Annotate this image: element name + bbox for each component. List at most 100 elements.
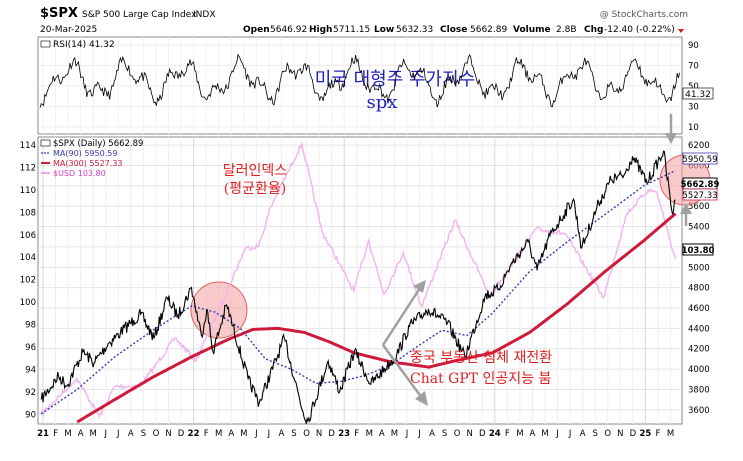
x-tick-label: J [568, 429, 572, 439]
x-tick-label: M [366, 429, 373, 439]
quote-date: 20-Mar-2025 [40, 25, 97, 35]
x-tick-label: A [429, 429, 435, 439]
x-tick-label: O [303, 429, 310, 439]
left-tick-label: 96 [25, 343, 36, 353]
x-tick-label: J [405, 429, 409, 439]
rsi-tick-label: 70 [688, 62, 699, 72]
x-tick-label: J [254, 429, 258, 439]
right-tick-label: 4400 [688, 324, 710, 334]
rsi-axis: 90 70 50 30 10 [688, 41, 699, 133]
dollar-index-note-2: (평균환율) [224, 181, 286, 197]
china-note: 중국 부동산 침체 재전환 [410, 350, 552, 366]
x-tick-label: F [505, 429, 510, 439]
legend-usd: $USD 103.80 [53, 169, 106, 178]
exchange: INDX [193, 10, 215, 20]
left-tick-label: 108 [20, 208, 36, 218]
rsi-line [39, 53, 680, 108]
x-tick-label: 21 [37, 429, 49, 439]
x-tick-label: O [454, 429, 461, 439]
left-tick-label: 106 [20, 231, 36, 241]
rsi-panel: 90 70 50 30 10 RSI(14) 41.32 41.32 미국 대형주 주가… [37, 36, 714, 135]
x-tick-label: 23 [338, 429, 350, 439]
right-tick-label: 4600 [688, 304, 710, 314]
arrow-bottom-head-icon [680, 203, 692, 214]
price-panel-frame [37, 136, 683, 425]
x-tick-label: F [656, 429, 661, 439]
low-value: 5632.33 [396, 25, 433, 35]
x-tick-label: A [530, 429, 536, 439]
x-tick-label: M [516, 429, 523, 439]
x-tick-label: F [354, 429, 359, 439]
badge-usd-text: 103.80 [682, 246, 715, 256]
x-tick-label: A [128, 429, 134, 439]
close-value: 5662.89 [470, 25, 507, 35]
x-tick-label: N [467, 429, 473, 439]
rsi-swatch [40, 40, 51, 48]
left-tick-label: 94 [25, 365, 36, 375]
x-tick-label: F [204, 429, 209, 439]
x-tick-label: J [267, 429, 271, 439]
x-tick-label: S [291, 429, 296, 439]
left-tick-label: 114 [20, 141, 36, 151]
badge-ma300 [682, 188, 718, 201]
right-tick-label: 4200 [688, 345, 710, 355]
source-credit: @ StockCharts.com [600, 10, 688, 20]
rsi-label: RSI(14) 41.32 [53, 40, 115, 50]
price-gridlines [38, 137, 682, 424]
x-tick-label: D [479, 429, 486, 439]
legend-swatch-spx [40, 139, 51, 147]
gray-arrows [381, 114, 692, 406]
open-value: 5646.92 [270, 25, 307, 35]
left-tick-label: 110 [20, 186, 36, 196]
right-tick-label: 5000 [688, 263, 710, 273]
x-tick-label: M [391, 429, 398, 439]
x-tick-label: N [617, 429, 623, 439]
x-tick-label: O [604, 429, 611, 439]
right-tick-label: 4800 [688, 284, 710, 294]
x-tick-label: A [379, 429, 385, 439]
rsi-value-badge [682, 87, 714, 100]
x-tick-label: M [240, 429, 247, 439]
x-tick-label: M [215, 429, 222, 439]
x-tick-label: N [165, 429, 171, 439]
arrow-up-head-icon [413, 280, 426, 293]
legend: $SPX (Daily) 5662.89 MA(90) 5950.59 MA(3… [40, 139, 143, 178]
badge-usd [682, 243, 714, 256]
high-value: 5711.15 [333, 25, 370, 35]
gpt-note: Chat GPT 인공지능 붐 [410, 371, 552, 387]
right-tick-label: 3800 [688, 385, 710, 395]
arrow-down-line [381, 344, 424, 399]
x-tick-label: M [64, 429, 71, 439]
legend-spx: $SPX (Daily) 5662.89 [53, 139, 143, 149]
x-tick-label: J [103, 429, 107, 439]
right-badges: 5950.59 5662.89 5527.33 103.80 [681, 152, 720, 256]
dollar-index-note-1: 달러인덱스 [223, 163, 288, 179]
volume-value: 2.8B [556, 25, 577, 35]
x-tick-label: D [178, 429, 185, 439]
high-label: High [309, 25, 332, 35]
symbol: $SPX [40, 6, 78, 21]
left-tick-label: 100 [20, 298, 36, 308]
x-tick-label: J [417, 429, 421, 439]
x-tick-label: D [328, 429, 335, 439]
x-tick-label: A [78, 429, 84, 439]
x-tick-label: A [228, 429, 234, 439]
x-tick-label: J [555, 429, 559, 439]
rsi-title-latin: spx [367, 92, 398, 113]
badge-spx-text: 5662.89 [681, 180, 720, 190]
rsi-tick-label: 50 [688, 82, 699, 92]
down-triangle-icon [678, 29, 684, 33]
x-tick-label: A [279, 429, 285, 439]
usd-line [40, 141, 677, 419]
x-tick-label: 25 [639, 429, 651, 439]
left-tick-label: 92 [25, 388, 36, 398]
badge-ma90 [682, 152, 718, 165]
legend-ma300: MA(300) 5527.33 [53, 159, 123, 168]
right-tick-label: 5400 [688, 223, 710, 233]
volume-label: Volume [513, 25, 551, 35]
chg-value: -12.40 (-0.22%) [604, 25, 675, 35]
x-axis: 21 F M A M J J A S O N D 22 F M A M J J A S O N D 23 F M A M J J A S O N D 2… [37, 429, 674, 439]
x-tick-label: S [141, 429, 146, 439]
x-tick-label: F [53, 429, 58, 439]
